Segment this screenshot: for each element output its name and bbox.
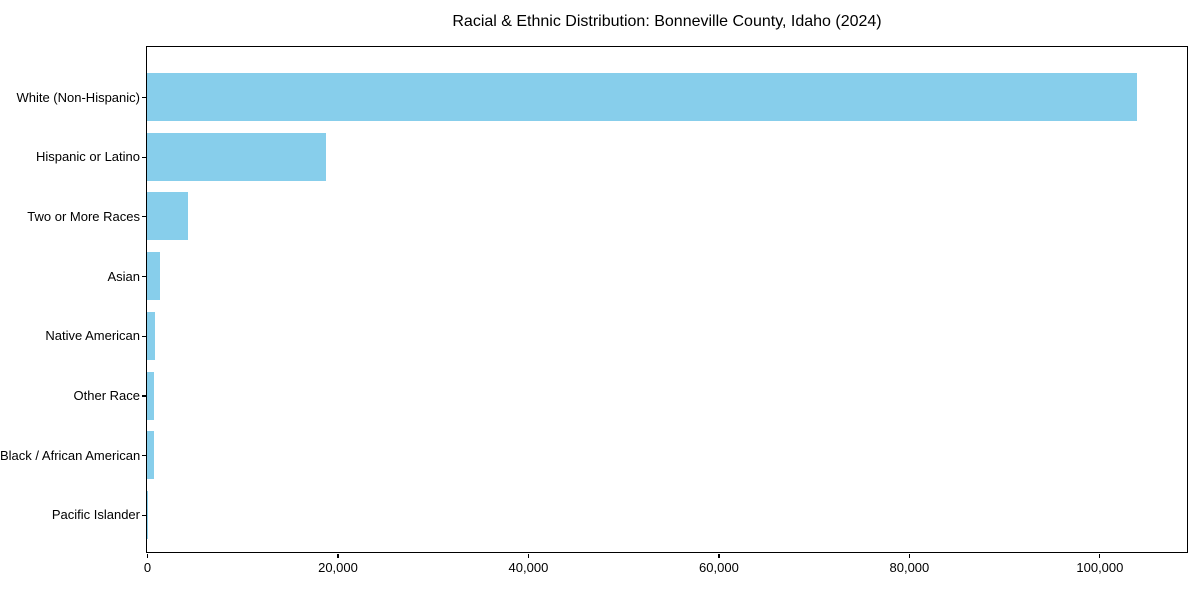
- y-tick-mark-white-non-hispanic: [142, 96, 146, 99]
- x-tick-mark-100000: [1099, 553, 1101, 558]
- bar-black-african-american: [147, 431, 155, 480]
- y-tick-label-native-american: Native American: [45, 328, 140, 344]
- x-tick-mark-0: [146, 553, 149, 558]
- y-tick-mark-other-race: [142, 395, 146, 397]
- y-tick-mark-two-or-more-races: [142, 216, 146, 218]
- y-tick-mark-pacific-islander: [142, 514, 146, 516]
- plot-area: [146, 46, 1188, 553]
- y-tick-label-asian: Asian: [107, 268, 140, 284]
- x-tick-mark-60000: [718, 553, 720, 558]
- y-tick-label-hispanic-or-latino: Hispanic or Latino: [35, 149, 140, 165]
- bar-native-american: [147, 311, 155, 360]
- y-tick-label-other-race: Other Race: [73, 388, 140, 403]
- y-tick-mark-asian: [142, 276, 146, 278]
- bar-two-or-more-races: [147, 192, 188, 241]
- x-tick-label-80000: 80,000: [889, 560, 930, 575]
- bar-pacific-islander: [147, 490, 149, 539]
- chart-title: Racial & Ethnic Distribution: Bonneville…: [452, 13, 882, 30]
- y-tick-label-white-non-hispanic: White (Non-Hispanic): [16, 89, 140, 105]
- bar-other-race: [147, 371, 154, 420]
- y-tick-label-black-african-american: Black / African American: [0, 447, 141, 463]
- y-tick-mark-black-african-american: [142, 455, 146, 457]
- x-tick-mark-80000: [908, 553, 910, 558]
- y-tick-mark-native-american: [142, 335, 146, 337]
- x-tick-label-60000: 60,000: [699, 560, 739, 575]
- y-tick-label-pacific-islander: Pacific Islander: [51, 507, 140, 523]
- x-tick-label-0: 0: [143, 560, 152, 575]
- x-tick-label-20000: 20,000: [318, 560, 358, 575]
- x-tick-mark-20000: [337, 553, 339, 558]
- x-tick-label-100000: 100,000: [1076, 560, 1124, 575]
- y-tick-label-two-or-more-races: Two or More Races: [27, 208, 140, 224]
- bar-hispanic-or-latino: [147, 132, 327, 181]
- bar-white-non-hispanic: [147, 73, 1138, 121]
- x-tick-label-40000: 40,000: [508, 560, 549, 575]
- x-tick-mark-40000: [527, 553, 530, 558]
- y-tick-mark-hispanic-or-latino: [142, 156, 146, 158]
- bar-asian: [147, 252, 161, 301]
